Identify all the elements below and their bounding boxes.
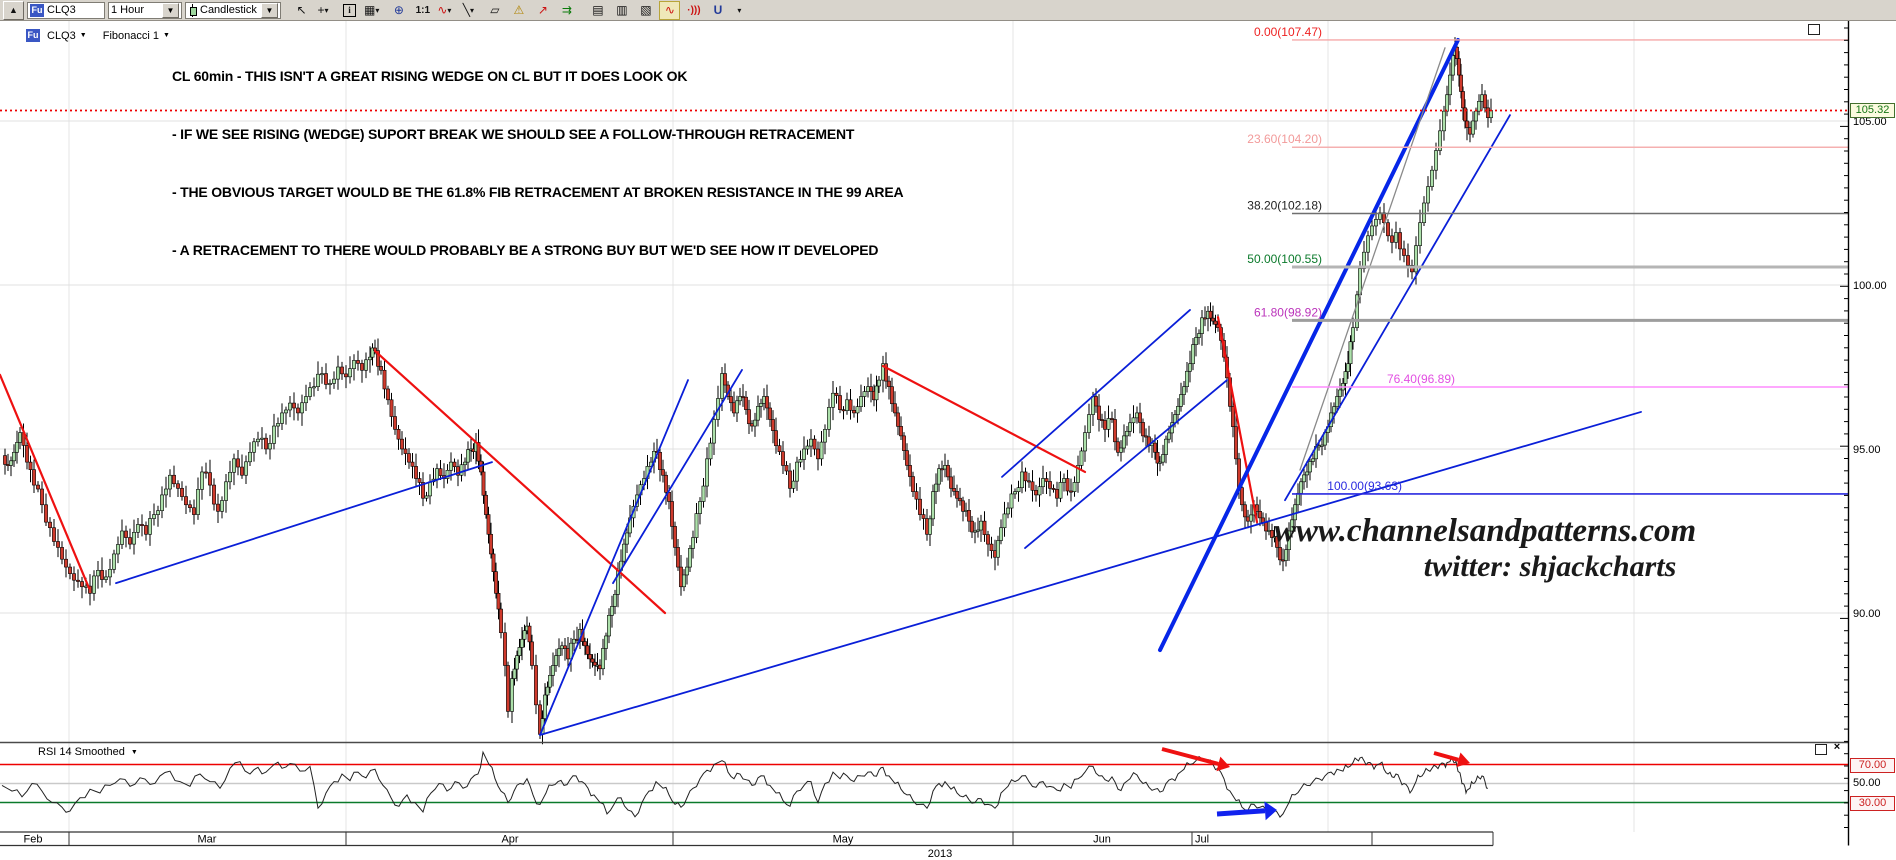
collapse-toolbar-button[interactable]: ▲ [3,0,24,20]
interval-select[interactable]: 1 Hour ▼ [108,1,182,19]
symbol-value: CLQ3 [47,4,76,16]
futures-icon: Fu [30,3,44,17]
cursor-tool-button[interactable]: ↖ [291,0,312,20]
rsi-name: RSI 14 Smoothed [38,746,125,758]
copy-chart-button-1[interactable]: ▤ [587,0,609,20]
rsi-30-badge: 30.00 [1850,796,1895,811]
copy-chart-icon-3: ▧ [640,3,652,17]
indicator-wave-icon: ∿ [437,3,448,17]
zoom-tool-button[interactable]: ⊕ [388,0,410,20]
indicator-tool-button[interactable]: ∿ ▾ [436,0,458,20]
price-axis-label: 95.00 [1853,444,1881,456]
chart-annotation-text: CL 60min - THIS ISN'T A GREAT RISING WED… [172,28,904,300]
indicator-dropdown-arrow[interactable]: ▾ [447,5,452,15]
fib-level-label: 76.40(96.89) [1387,372,1455,386]
eraser-icon: ▱ [490,3,500,17]
magnet-button[interactable]: U [707,0,729,20]
watermark-twitter: twitter: shjackcharts [1423,550,1677,583]
annotation-line-3: - THE OBVIOUS TARGET WOULD BE THE 61.8% … [172,184,904,201]
one-to-one-icon: 1:1 [415,4,431,16]
measure-icon: ↗ [537,3,548,17]
year-axis-label: 2013 [928,848,952,860]
one-to-one-button[interactable]: 1:1 [412,0,434,20]
crosshair-tool-button[interactable]: + ▾ [315,0,336,20]
legend-indicator-dropdown-arrow[interactable]: ▼ [163,32,170,39]
trendline-tool-button[interactable]: ╲ ▾ [460,0,482,20]
rsi-pane-close-button[interactable]: × [1833,741,1841,753]
price-axis-label: 90.00 [1853,608,1881,620]
annotation-line-4: - A RETRACEMENT TO THERE WOULD PROBABLY … [172,242,879,259]
series-legend: Fu CLQ3 ▼ Fibonacci 1 ▼ [26,29,172,42]
rsi-50-label: 50.00 [1853,777,1881,789]
legend-indicator[interactable]: Fibonacci 1 [102,29,160,42]
rsi-dropdown-arrow[interactable]: ▼ [130,748,138,756]
futures-icon: Fu [26,29,40,42]
grid-tool-button[interactable]: ▦ ▾ [363,0,386,20]
legend-symbol-dropdown-arrow[interactable]: ▼ [79,32,87,39]
symbol-combo[interactable]: Fu CLQ3 [27,1,105,19]
info-icon: i [343,3,356,17]
fib-level-label: 61.80(98.92) [1254,305,1322,319]
broadcast-icon: ·))) [687,4,701,16]
price-axis-label: 100.00 [1853,280,1887,292]
rsi-indicator-label[interactable]: RSI 14 Smoothed ▼ [38,746,140,758]
candlestick-icon [188,3,197,17]
fib-level-label: 100.00(93.63) [1327,479,1402,493]
watermark-site: www.channelsandpatterns.com [1273,513,1697,549]
main-pane-restore-button[interactable] [1808,24,1820,35]
grid-dropdown-arrow[interactable]: ▾ [375,5,380,15]
scatter-arrows-icon: ⇉ [561,3,572,17]
trendline-icon: ╲ [462,3,471,17]
alert-icon: ⚠ [513,3,525,17]
legend-symbol[interactable]: CLQ3 [47,29,76,42]
fib-level-label: 50.00(100.55) [1247,252,1322,266]
chart-type-value: Candlestick [200,4,257,16]
annotation-line-1: CL 60min - THIS ISN'T A GREAT RISING WED… [172,67,688,84]
magnet-icon: U [713,3,723,17]
trendline-dropdown-arrow[interactable]: ▾ [470,5,475,15]
toolbar: ▲ Fu CLQ3 1 Hour ▼ Candlestick ▼ ↖ + ▾ i … [0,0,1896,21]
month-axis-label: Apr [501,834,518,846]
copy-chart-icon-1: ▤ [592,3,604,17]
measure-tool-button[interactable]: ↗ [532,0,554,20]
rsi-70-badge: 70.00 [1850,758,1895,773]
grid-icon: ▦ [364,3,376,17]
interval-value: 1 Hour [111,4,145,16]
eraser-tool-button[interactable]: ▱ [484,0,506,20]
rsi-pane-restore-button[interactable] [1815,744,1827,755]
fib-level-label: 23.60(104.20) [1247,132,1322,146]
last-price-badge: 105.32 [1850,103,1895,118]
fib-level-label: 38.20(102.18) [1247,198,1322,212]
month-axis-label: Feb [24,834,43,846]
zoom-icon: ⊕ [393,3,404,17]
info-tool-button[interactable]: i [339,0,360,20]
scatter-tool-button[interactable]: ⇉ [556,0,578,20]
toolbar-more-button[interactable]: ▾ [731,0,753,20]
month-axis-label: Jul [1195,834,1209,846]
active-study-button[interactable]: ∿ [659,0,681,20]
copy-chart-button-3[interactable]: ▧ [635,0,657,20]
alert-tool-button[interactable]: ⚠ [508,0,530,20]
interval-dropdown-arrow[interactable]: ▼ [162,2,179,18]
broadcast-button[interactable]: ·))) [683,0,705,20]
fib-level-label: 0.00(107.47) [1254,25,1322,39]
crosshair-icon: + [317,3,325,17]
month-axis-label: Jun [1093,834,1111,846]
chart-type-dropdown-arrow[interactable]: ▼ [261,2,278,18]
wave-active-icon: ∿ [664,3,675,17]
chart-type-select[interactable]: Candlestick ▼ [185,1,281,19]
more-icon: ▾ [737,5,742,15]
copy-chart-icon-2: ▥ [616,3,628,17]
cursor-icon: ↖ [296,3,307,17]
price-axis-label: 105.00 [1853,116,1887,128]
copy-chart-button-2[interactable]: ▥ [611,0,633,20]
month-axis-label: May [833,834,854,846]
crosshair-dropdown-arrow[interactable]: ▾ [324,5,329,15]
month-axis-label: Mar [198,834,217,846]
annotation-line-2: - IF WE SEE RISING (WEDGE) SUPORT BREAK … [172,126,855,143]
